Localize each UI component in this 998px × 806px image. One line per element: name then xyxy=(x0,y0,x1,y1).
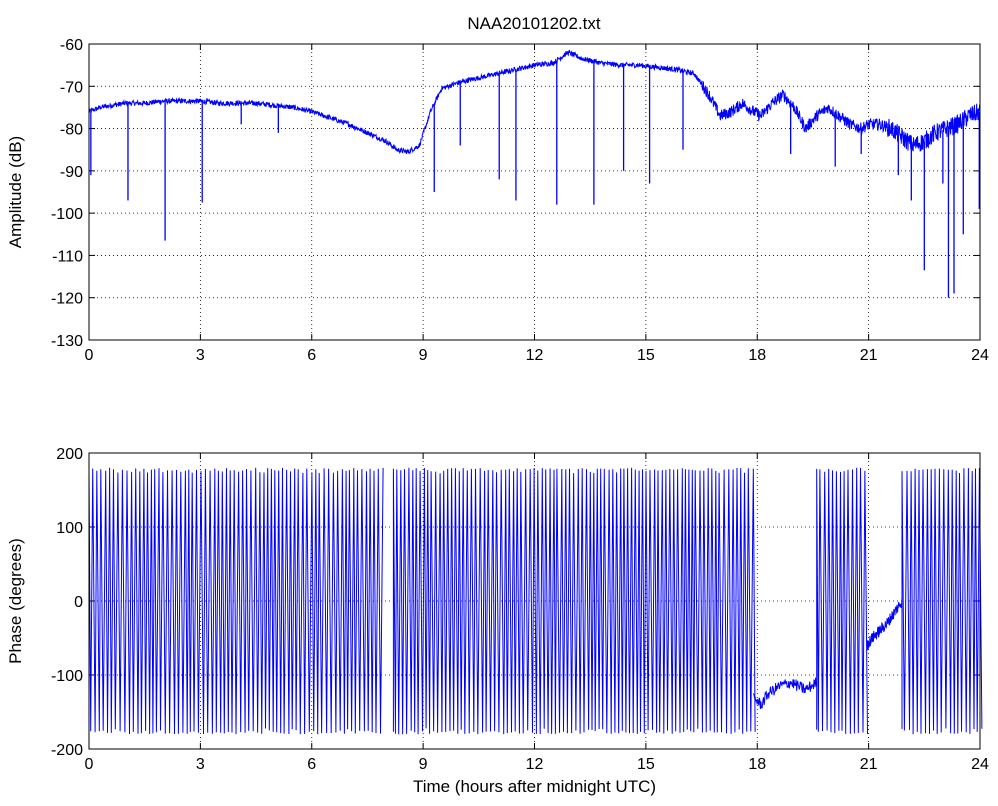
phase-wrap-segment xyxy=(901,467,983,735)
y-tick-label: -200 xyxy=(51,742,83,759)
x-tick-label: 24 xyxy=(971,756,989,773)
amplitude-plot: 0 3 6 9 12 15 18 21 24 -130 -120 -110 -100 -90 -80 -70 -… xyxy=(6,37,989,364)
y-tick-label: 100 xyxy=(56,520,83,537)
x-tick-label: 6 xyxy=(307,756,316,773)
y-tick-label: -90 xyxy=(60,164,83,181)
x-tick-label: 15 xyxy=(637,756,655,773)
y-tick-label: -60 xyxy=(60,37,83,54)
y-tick-label: -80 xyxy=(60,122,83,139)
y-tick-label: 200 xyxy=(56,446,83,463)
x-tick-label: 21 xyxy=(860,347,878,364)
x-tick-label: 12 xyxy=(526,347,544,364)
axes-frame xyxy=(88,452,981,750)
phase-wrap-segment xyxy=(816,467,868,734)
x-tick-label: 18 xyxy=(748,756,766,773)
x-tick-label: 0 xyxy=(85,756,94,773)
y-tick-label: -100 xyxy=(51,206,83,223)
x-tick-label: 15 xyxy=(637,347,655,364)
x-tick-label: 0 xyxy=(85,347,94,364)
x-tick-label: 3 xyxy=(196,756,205,773)
phase-plot: 0 3 6 9 12 15 18 21 24 -200 -100 0 100 200 Phase (degr… xyxy=(6,446,989,796)
phase-wrap-segment xyxy=(88,467,384,735)
y-axis-label: Phase (degrees) xyxy=(6,538,25,664)
y-tick-label: -70 xyxy=(60,79,83,96)
x-tick-label: 18 xyxy=(748,347,766,364)
chart-title: NAA20101202.txt xyxy=(467,14,601,33)
y-tick-label: -100 xyxy=(51,668,83,685)
amplitude-dips xyxy=(90,60,980,298)
y-tick-label: 0 xyxy=(74,594,83,611)
x-axis-label: Time (hours after midnight UTC) xyxy=(413,777,656,796)
amplitude-series-line xyxy=(88,49,981,155)
grid xyxy=(89,44,980,340)
x-tick-label: 3 xyxy=(196,347,205,364)
y-tick-label: -110 xyxy=(52,248,83,265)
y-tick-label: -130 xyxy=(51,333,83,350)
y-tick-label: -120 xyxy=(51,291,83,308)
phase-smooth-segment xyxy=(753,677,818,710)
x-tick-label: 21 xyxy=(860,756,878,773)
ticks: 0 3 6 9 12 15 18 21 24 -130 -120 -110 -100 -90 -80 -70 -… xyxy=(51,37,989,364)
x-tick-label: 9 xyxy=(419,756,428,773)
axes-frame xyxy=(88,43,981,341)
x-tick-label: 6 xyxy=(307,347,316,364)
phase-series xyxy=(88,467,983,735)
x-tick-label: 12 xyxy=(526,756,544,773)
x-tick-label: 24 xyxy=(971,347,989,364)
x-tick-label: 9 xyxy=(419,347,428,364)
ticks: 0 3 6 9 12 15 18 21 24 -200 -100 0 100 200 xyxy=(51,446,989,773)
y-axis-label: Amplitude (dB) xyxy=(6,136,25,248)
phase-smooth-segment xyxy=(866,596,903,651)
phase-wrap-segment xyxy=(392,467,756,735)
